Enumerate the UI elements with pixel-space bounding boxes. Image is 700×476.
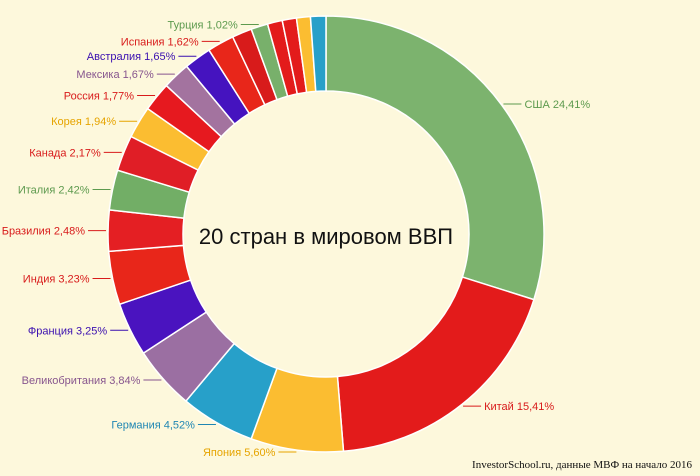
label-usa: США 24,41%: [524, 99, 590, 111]
chart-title: 20 стран в мировом ВВП: [199, 224, 453, 249]
label-france: Франция 3,25%: [28, 325, 108, 337]
label-uk: Великобритания 3,84%: [22, 375, 141, 387]
label-japan: Япония 5,60%: [203, 447, 276, 459]
label-mexico: Мексика 1,67%: [76, 69, 154, 81]
label-canada: Канада 2,17%: [29, 147, 101, 159]
slice-china: [336, 276, 535, 453]
label-australia: Австралия 1,65%: [87, 51, 176, 63]
labels-group: США 24,41% Китай 15,41% Япония 5,60% Герман…: [2, 20, 591, 459]
label-germany: Германия 4,52%: [111, 419, 195, 431]
label-china: Китай 15,41%: [484, 401, 554, 413]
slice-unlabeled-20: [309, 15, 327, 93]
label-india: Индия 3,23%: [23, 274, 90, 286]
label-spain: Испания 1,62%: [121, 36, 199, 48]
slice-usa: [325, 15, 545, 301]
label-russia: Россия 1,77%: [64, 91, 135, 103]
label-korea: Корея 1,94%: [51, 116, 116, 128]
label-italy: Италия 2,42%: [18, 184, 90, 196]
chart-credit: InvestorSchool.ru, данные МВФ на начало …: [472, 459, 692, 471]
slices-group: [107, 15, 545, 453]
leader-lines-group: [88, 24, 522, 453]
label-brazil: Бразилия 2,48%: [2, 226, 86, 238]
label-turkey: Турция 1,02%: [168, 20, 238, 32]
